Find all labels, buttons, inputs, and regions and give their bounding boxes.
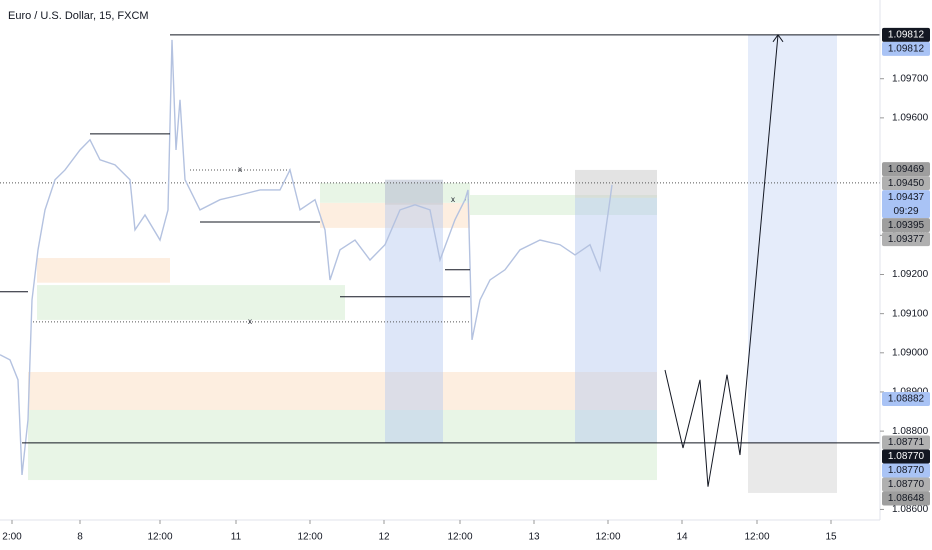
y-tick-label: 1.09100 — [892, 308, 929, 319]
price-tag — [882, 477, 930, 492]
price-tag — [882, 463, 930, 478]
x-tick-label: 15 — [825, 532, 837, 543]
price-tag-label: 1.08770 — [888, 451, 925, 462]
price-tag-label: 1.09812 — [888, 29, 925, 40]
zone — [320, 202, 470, 228]
x-tick-label: 13 — [528, 532, 540, 543]
price-tag-label: 1.09450 — [888, 178, 925, 189]
zone — [28, 371, 657, 410]
x-tick-label: 11 — [231, 532, 242, 543]
price-tag — [882, 218, 930, 233]
zone — [748, 442, 837, 493]
zone — [748, 34, 837, 443]
x-tick-label: 12:00 — [595, 532, 620, 543]
price-tag-sublabel: 09:29 — [893, 206, 918, 217]
price-tag — [882, 162, 930, 177]
x-tick-label: 12:00 — [447, 532, 472, 543]
x-tick-label: 14 — [676, 532, 688, 543]
price-tag — [882, 491, 930, 506]
price-tag-label: 1.08648 — [888, 493, 925, 504]
plot: x x x — [0, 33, 880, 493]
price-tag-label: 1.08771 — [888, 437, 925, 448]
price-tag-label: 1.09377 — [888, 234, 925, 245]
price-tag — [882, 41, 930, 56]
marker: x — [451, 195, 455, 204]
zone — [575, 169, 657, 198]
y-tick-label: 1.08600 — [892, 504, 929, 515]
marker: x — [248, 317, 252, 326]
price-axis-bg — [880, 0, 932, 520]
zone — [385, 179, 443, 205]
price-tag-label: 1.08770 — [888, 465, 925, 476]
zone — [575, 197, 657, 443]
zone — [385, 179, 443, 443]
price-tag-label: 1.09812 — [888, 43, 925, 54]
x-tick-label: 12 — [378, 532, 390, 543]
y-tick-label: 1.09600 — [892, 113, 929, 124]
x-tick-label: 8 — [77, 532, 83, 543]
price-tag — [882, 232, 930, 247]
zone — [37, 285, 345, 320]
zone — [28, 409, 657, 481]
price-tag — [882, 392, 930, 407]
marker: x — [238, 165, 242, 174]
chart-title: Euro / U.S. Dollar, 15, FXCM — [8, 10, 149, 22]
x-tick-label: 12:00 — [297, 532, 322, 543]
x-tick-label: 12:00 — [744, 532, 769, 543]
price-tag — [882, 27, 930, 42]
price-tag — [882, 176, 930, 191]
price-tag — [882, 435, 930, 450]
y-tick-label: 1.09200 — [892, 269, 929, 280]
price-tag — [882, 190, 930, 219]
price-tag — [882, 449, 930, 464]
price-line — [0, 39, 613, 476]
price-tag-label: 1.08882 — [888, 394, 925, 405]
arrow-head — [772, 33, 784, 43]
zone — [320, 182, 470, 203]
y-tick-label: 1.09700 — [892, 73, 929, 84]
price-tag-label: 1.09395 — [888, 220, 925, 231]
x-tick-label: 2:00 — [2, 532, 22, 543]
projection-path — [664, 34, 779, 487]
y-tick-label: 1.09000 — [892, 347, 929, 358]
price-tag-label: 1.09437 — [888, 192, 925, 203]
zone — [37, 258, 170, 283]
price-tag-label: 1.09469 — [888, 164, 925, 175]
y-tick-label: 1.08800 — [892, 426, 929, 437]
x-tick-label: 12:00 — [147, 532, 172, 543]
price-tag-label: 1.08770 — [888, 479, 925, 490]
